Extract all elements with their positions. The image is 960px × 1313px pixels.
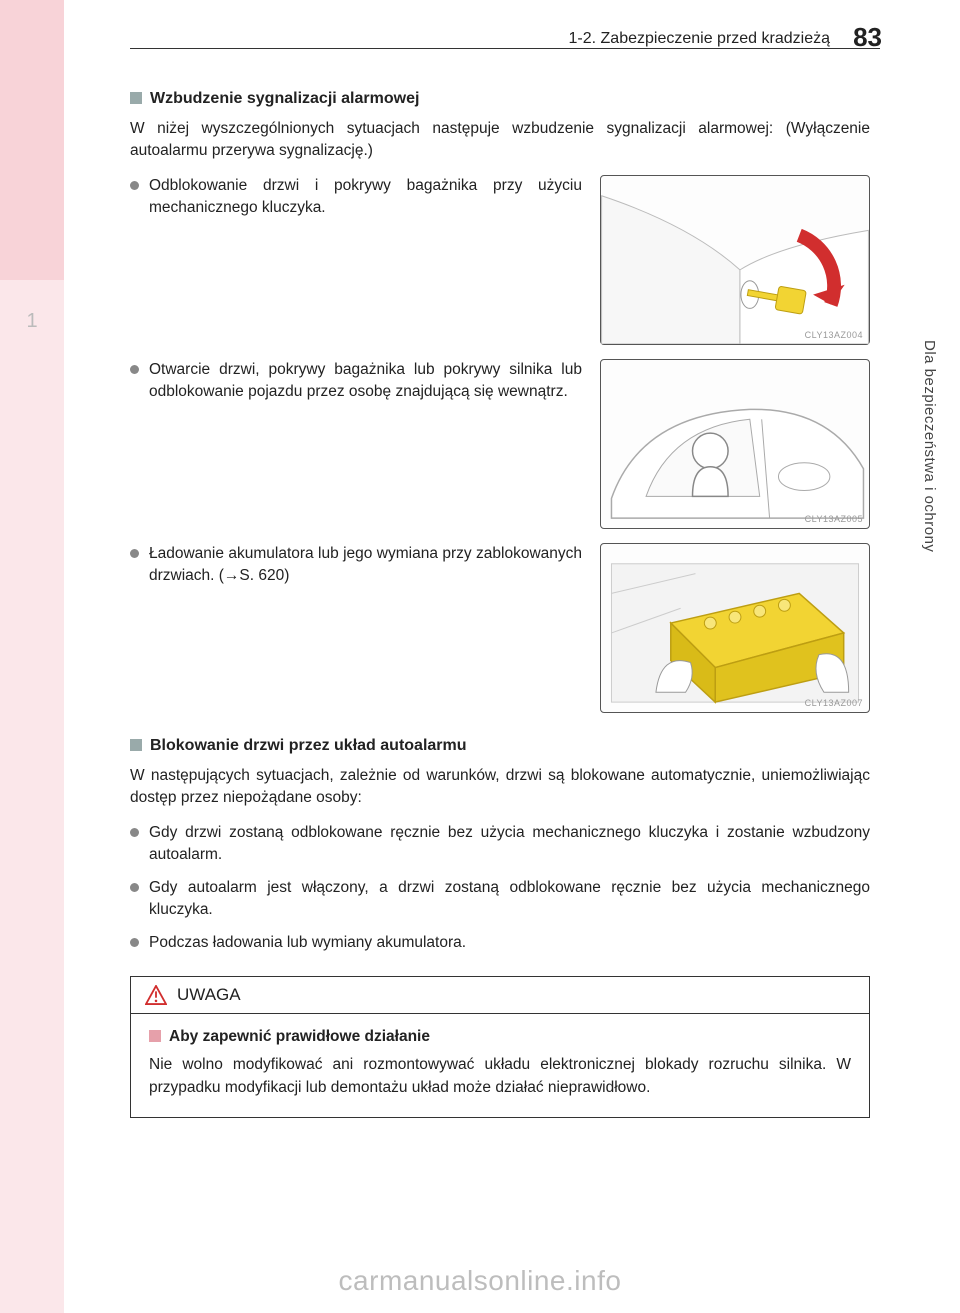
lock-heading: Blokowanie drzwi przez układ autoalarmu (130, 737, 870, 755)
square-bullet-icon (130, 92, 142, 104)
lock-title-text: Blokowanie drzwi przez układ autoalarmu (150, 737, 467, 754)
chapter-number: 1 (0, 310, 64, 333)
warning-title-text: Aby zapewnić prawidłowe działanie (169, 1028, 430, 1045)
warning-triangle-icon (145, 985, 167, 1005)
header-rule (130, 48, 880, 49)
lock-intro: W następujących sytuacjach, zależnie od … (130, 765, 870, 810)
footer-watermark: carmanualsonline.info (0, 1265, 960, 1297)
dot-bullet-icon (130, 828, 139, 837)
warning-text: Nie wolno modyfikować ani rozmontowywać … (149, 1054, 851, 1099)
left-strip-bottom (0, 280, 64, 1313)
illustration-battery-caption: CLY13AZ007 (805, 698, 863, 708)
alarm-item-2-text: Otwarcie drzwi, pokrywy bagażnika lub po… (149, 359, 600, 404)
alarm-item-2: Otwarcie drzwi, pokrywy bagażnika lub po… (130, 359, 870, 529)
square-bullet-pink-icon (149, 1030, 161, 1042)
illustration-battery: CLY13AZ007 (600, 543, 870, 713)
dot-bullet-icon (130, 883, 139, 892)
dot-bullet-icon (130, 549, 139, 558)
illustration-key-caption: CLY13AZ004 (805, 330, 863, 340)
dot-bullet-icon (130, 938, 139, 947)
lock-bullet-3-text: Podczas ładowania lub wymiany akumulator… (149, 932, 466, 954)
alarm-heading: Wzbudzenie sygnalizacji alarmowej (130, 90, 870, 108)
illustration-person-caption: CLY13AZ005 (805, 514, 863, 524)
alarm-title-text: Wzbudzenie sygnalizacji alarmowej (150, 90, 419, 107)
alarm-item-3-text: Ładowanie akumulatora lub jego wymiana p… (149, 543, 600, 588)
illustration-key: CLY13AZ004 (600, 175, 870, 345)
header-section-label: 1-2. Zabezpieczenie przed kradzieżą (569, 30, 830, 48)
illustration-person-in-car: CLY13AZ005 (600, 359, 870, 529)
dot-bullet-icon (130, 365, 139, 374)
alarm-item-1: Odblokowanie drzwi i pokrywy bagażnika p… (130, 175, 870, 345)
square-bullet-icon (130, 739, 142, 751)
lock-bullet-2: Gdy autoalarm jest włączony, a drzwi zos… (130, 877, 870, 922)
left-strip-top (0, 0, 64, 280)
warning-title: Aby zapewnić prawidłowe działanie (149, 1028, 851, 1046)
dot-bullet-icon (130, 181, 139, 190)
alarm-item-3: Ładowanie akumulatora lub jego wymiana p… (130, 543, 870, 713)
warning-label: UWAGA (177, 985, 241, 1005)
alarm-item-1-text: Odblokowanie drzwi i pokrywy bagażnika p… (149, 175, 600, 220)
lock-bullet-1: Gdy drzwi zostaną odblokowane ręcznie be… (130, 822, 870, 867)
lock-bullet-3: Podczas ładowania lub wymiany akumulator… (130, 932, 870, 954)
alarm-intro: W niżej wyszczególnionych sytuacjach nas… (130, 118, 870, 163)
warning-header: UWAGA (131, 977, 869, 1014)
warning-box: UWAGA Aby zapewnić prawidłowe działanie … (130, 976, 870, 1118)
content-area: Wzbudzenie sygnalizacji alarmowej W niże… (130, 90, 870, 1118)
lock-bullet-2-text: Gdy autoalarm jest włączony, a drzwi zos… (149, 877, 870, 922)
side-vertical-label: Dla bezpieczeństwa i ochrony (918, 340, 938, 740)
lock-bullet-1-text: Gdy drzwi zostaną odblokowane ręcznie be… (149, 822, 870, 867)
